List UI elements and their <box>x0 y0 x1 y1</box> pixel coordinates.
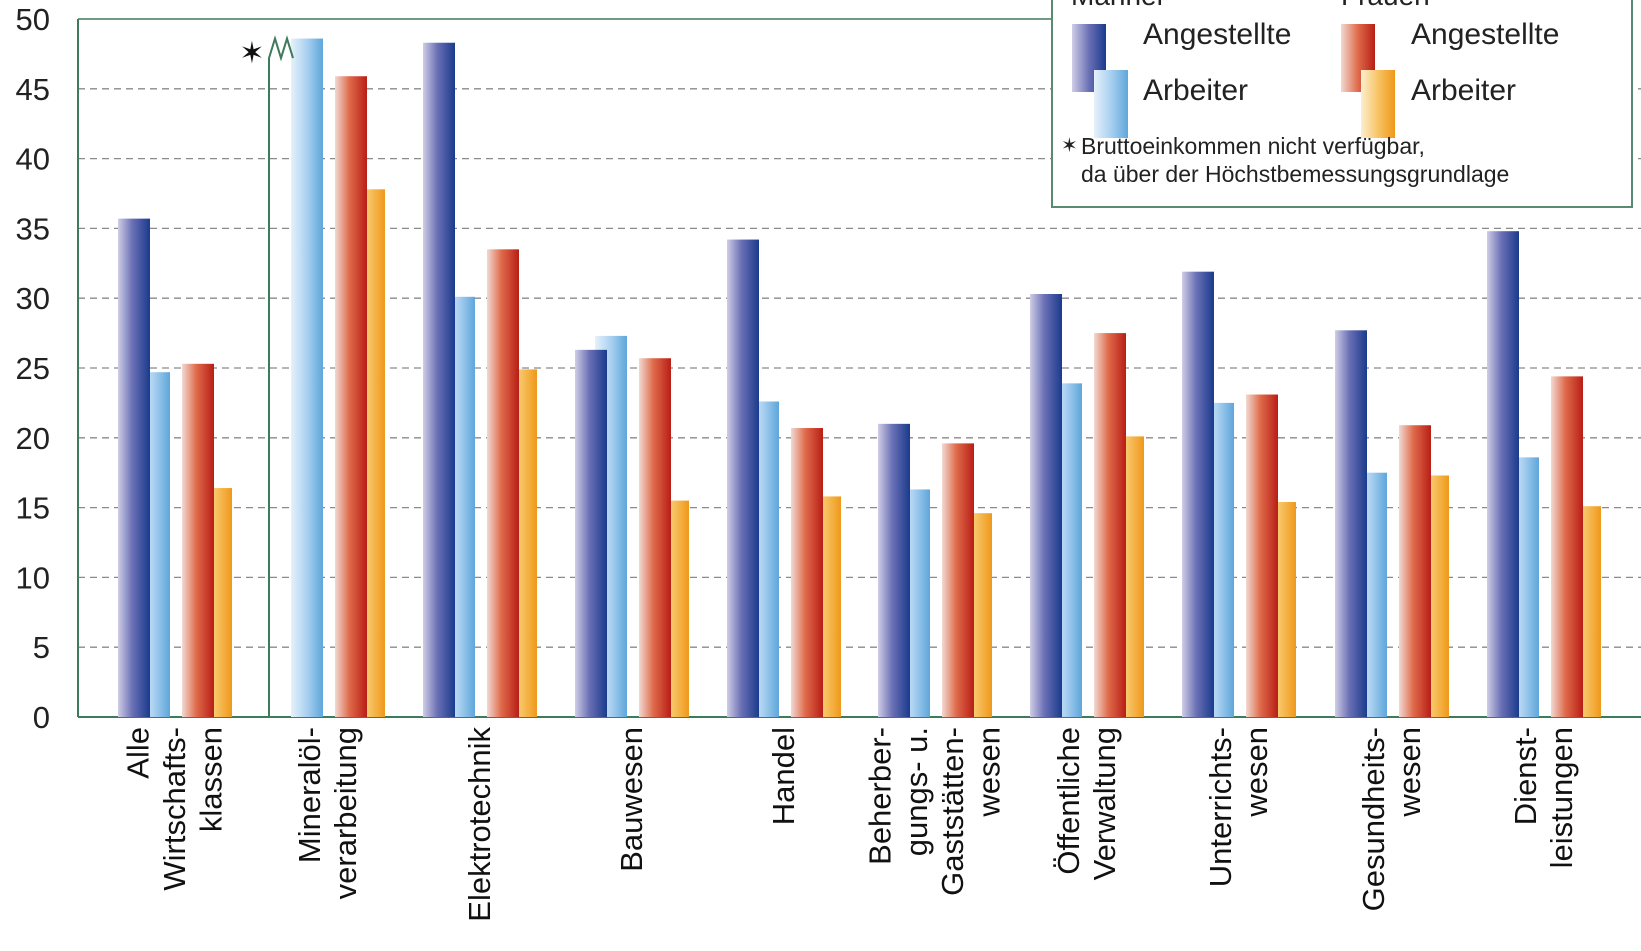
axis-break-marker <box>268 35 294 717</box>
bar-men-worker <box>291 38 323 717</box>
bar-men-employee <box>1335 330 1367 717</box>
legend-label-men-worker: Arbeiter <box>1143 74 1249 107</box>
x-tick-label: klassen <box>193 727 228 832</box>
bar-women-employee <box>1094 333 1126 717</box>
x-tick-label: gungs- u. <box>899 727 934 856</box>
x-tick-label: wesen <box>1239 727 1274 818</box>
footnote-line-1: Bruttoeinkommen nicht verfügbar, <box>1081 133 1425 159</box>
x-tick-label: Gesundheits- <box>1356 727 1391 911</box>
y-tick-label: 20 <box>16 421 50 456</box>
x-tick-label: Dienst- <box>1508 727 1543 825</box>
bar-men-employee <box>878 423 910 717</box>
x-tick-label: wesen <box>1392 727 1427 818</box>
bar-men-employee <box>423 42 455 718</box>
x-tick-label: Verwaltung <box>1087 727 1122 880</box>
footnote-line-2: da über der Höchstbemessungsgrundlage <box>1081 161 1510 187</box>
legend-men-header: Männer <box>1071 0 1166 12</box>
legend-women-header: Frauen <box>1341 0 1430 12</box>
legend-swatch-women-worker <box>1361 70 1395 138</box>
x-tick-label: Elektrotechnik <box>462 727 497 922</box>
y-tick-label: 50 <box>16 2 50 37</box>
y-tick-label: 5 <box>33 630 50 665</box>
bar-women-employee <box>335 76 367 717</box>
bar-men-employee <box>1487 231 1519 717</box>
footnote-star-icon: ✶ <box>1061 135 1078 157</box>
y-tick-label: 0 <box>33 700 50 735</box>
y-tick-label: 25 <box>16 351 50 386</box>
x-axis-labels: Alle Wirtschafts-klassen Mineralöl-verarbe… <box>121 727 1579 922</box>
x-tick-label: Öffentliche <box>1051 727 1086 875</box>
bar-men-employee <box>118 218 150 718</box>
bar-women-employee <box>791 428 823 717</box>
bar-women-employee <box>1551 376 1583 717</box>
bar-women-employee <box>639 358 671 717</box>
bar-women-employee <box>942 443 974 717</box>
x-tick-label: Bauwesen <box>614 727 649 872</box>
x-tick-label: verarbeitung <box>328 727 363 899</box>
legend-label-men-employee: Angestellte <box>1143 18 1292 51</box>
y-tick-label: 45 <box>16 72 50 107</box>
x-tick-label: Handel <box>766 727 801 825</box>
y-tick-label: 35 <box>16 211 50 246</box>
bar-women-employee <box>182 363 214 717</box>
legend: Männer Frauen Angestellte Arbeiter Anges… <box>1051 0 1633 208</box>
bar-men-employee <box>575 349 607 717</box>
y-tick-label: 30 <box>16 281 50 316</box>
bar-men-employee <box>727 239 759 717</box>
legend-swatch-men-worker <box>1094 70 1128 138</box>
legend-label-women-worker: Arbeiter <box>1411 74 1517 107</box>
x-tick-label: Mineralöl- <box>292 727 327 863</box>
x-tick-label: Unterrichts- <box>1203 727 1238 887</box>
x-tick-label: Alle <box>121 727 156 779</box>
bars <box>118 35 1601 718</box>
star-annotation: ✶ <box>239 37 264 70</box>
legend-footnote: ✶ Bruttoeinkommen nicht verfügbar, da üb… <box>1061 132 1510 188</box>
bar-men-employee <box>1182 271 1214 717</box>
bar-women-employee <box>487 249 519 717</box>
legend-label-women-employee: Angestellte <box>1411 18 1560 51</box>
y-tick-label: 15 <box>16 491 50 526</box>
x-tick-label: leistungen <box>1544 727 1579 868</box>
bar-women-employee <box>1399 425 1431 717</box>
x-tick-label: Wirtschafts- <box>157 727 192 891</box>
y-tick-label: 40 <box>16 142 50 177</box>
x-tick-label: wesen <box>971 727 1006 818</box>
y-axis: 0 5 10 15 20 25 30 35 40 45 50 <box>16 2 1641 735</box>
bar-men-employee <box>1030 294 1062 717</box>
x-tick-label: Gaststätten- <box>935 727 970 896</box>
bar-women-employee <box>1246 394 1278 717</box>
x-tick-label: Beherber- <box>863 727 898 865</box>
y-tick-label: 10 <box>16 560 50 595</box>
